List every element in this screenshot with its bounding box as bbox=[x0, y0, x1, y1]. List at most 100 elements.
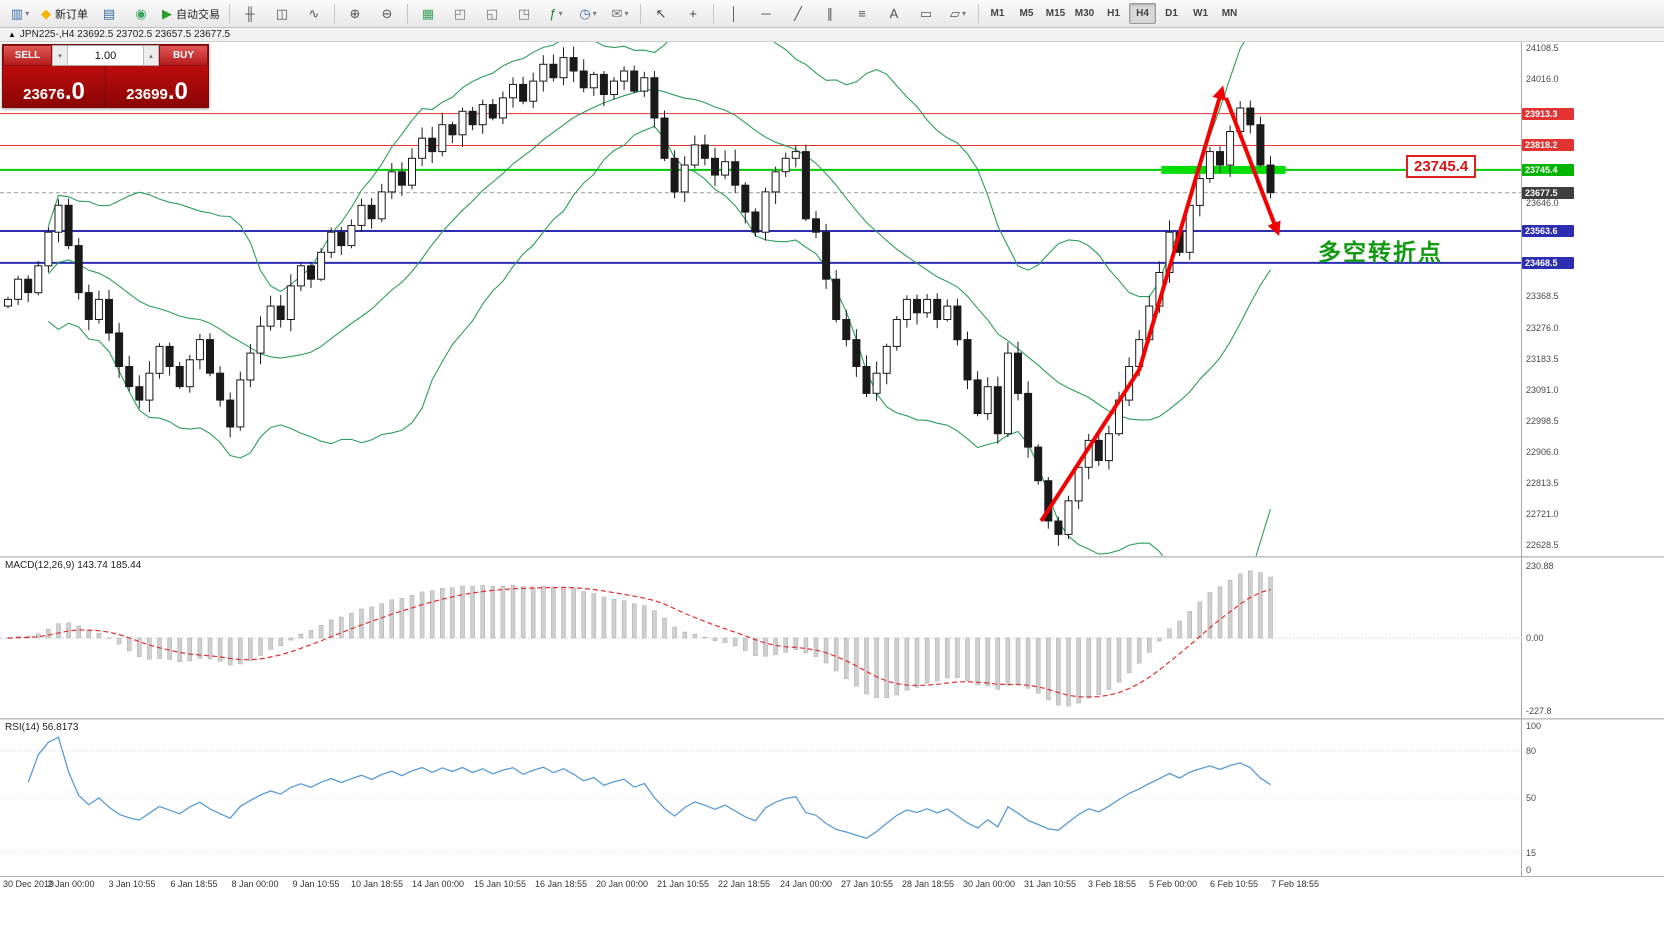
time-axis-label: 6 Feb 10:55 bbox=[1209, 879, 1259, 889]
dropdown-caret-icon: ▾ bbox=[592, 9, 597, 18]
line-chart-icon[interactable]: ∿ bbox=[299, 2, 329, 26]
channel-icon[interactable]: ∥ bbox=[815, 2, 845, 26]
buy-price[interactable]: 23699.0 bbox=[105, 66, 208, 107]
dropdown-caret-icon: ▾ bbox=[624, 9, 629, 18]
time-axis-label: 22 Jan 18:55 bbox=[717, 879, 771, 889]
buy-price-main: 23699 bbox=[126, 86, 168, 103]
price-axis-label: 22628.5 bbox=[1526, 540, 1559, 550]
macd-panel-separator[interactable] bbox=[0, 556, 1664, 558]
info-icon: ◉ bbox=[135, 6, 147, 21]
dropdown-caret-icon: ▾ bbox=[558, 9, 563, 18]
indicators-icon[interactable]: ƒ ▾ bbox=[541, 2, 571, 26]
time-axis-label: 15 Jan 10:55 bbox=[473, 879, 527, 889]
trendline-icon[interactable]: ╱ bbox=[783, 2, 813, 26]
volume-control: ▾ 1.00 ▴ bbox=[52, 45, 159, 66]
time-axis-label: 30 Jan 00:00 bbox=[962, 879, 1016, 889]
zoom-in-icon[interactable]: ⊕ bbox=[340, 2, 370, 26]
timeframe-H4-button[interactable]: H4 bbox=[1129, 3, 1156, 24]
info-icon[interactable]: ◉ bbox=[126, 2, 156, 26]
buy-button[interactable]: BUY bbox=[159, 45, 208, 66]
timeframe-M15-button[interactable]: M15 bbox=[1045, 8, 1066, 19]
crosshair-icon: + bbox=[689, 6, 697, 21]
timeframe-H1-button[interactable]: H1 bbox=[1107, 8, 1120, 19]
rsi-panel-separator[interactable] bbox=[0, 718, 1664, 720]
horizontal-line-icon: ─ bbox=[761, 6, 771, 21]
timeframe-M5-button[interactable]: M5 bbox=[1019, 8, 1034, 19]
trade-panel-prices: 23676.0 23699.0 bbox=[3, 66, 208, 107]
tile-windows-icon: ▦ bbox=[421, 6, 435, 21]
new-chart-icon: ▥ bbox=[10, 6, 24, 21]
price-axis-badge: 23913.3 bbox=[1522, 108, 1574, 120]
time-axis-label: 14 Jan 00:00 bbox=[411, 879, 465, 889]
price-axis-label: 24108.5 bbox=[1526, 43, 1559, 53]
rsi-scale-label: 0 bbox=[1526, 865, 1532, 875]
price-chart-canvas[interactable] bbox=[0, 42, 1522, 556]
new-chart-icon[interactable]: ▥ ▾ bbox=[5, 2, 35, 26]
timeframe-D1-button[interactable]: D1 bbox=[1165, 8, 1178, 19]
auto-trading-button[interactable]: ▶ 自动交易 bbox=[158, 2, 224, 26]
templates-icon[interactable]: ✉ ▾ bbox=[605, 2, 635, 26]
tile-horizontal-icon[interactable]: ◱ bbox=[477, 2, 507, 26]
cascade-windows-icon[interactable]: ◰ bbox=[445, 2, 475, 26]
time-axis-label: 2 Jan 00:00 bbox=[47, 879, 95, 889]
text-icon[interactable]: A bbox=[879, 2, 909, 26]
trade-panel-collapse-icon[interactable]: ▲ bbox=[8, 30, 16, 39]
price-axis-label: 22998.5 bbox=[1526, 416, 1559, 426]
vertical-line-icon[interactable]: │ bbox=[719, 2, 749, 26]
cursor-icon[interactable]: ↖ bbox=[646, 2, 676, 26]
cursor-icon: ↖ bbox=[655, 6, 667, 21]
time-axis-label: 10 Jan 18:55 bbox=[350, 879, 404, 889]
new-order-button-label: 新订单 bbox=[55, 8, 88, 21]
sell-price[interactable]: 23676.0 bbox=[3, 66, 105, 107]
horizontal-line-icon[interactable]: ─ bbox=[751, 2, 781, 26]
timeframe-M30-button[interactable]: M30 bbox=[1074, 8, 1095, 19]
new-order-button[interactable]: ◆ 新订单 bbox=[37, 2, 92, 26]
timeframe-M1-button[interactable]: M1 bbox=[990, 8, 1005, 19]
periods-icon: ◷ bbox=[579, 6, 591, 21]
label-icon[interactable]: ▭ bbox=[911, 2, 941, 26]
label-icon: ▭ bbox=[919, 6, 933, 21]
indicators-icon: ƒ bbox=[549, 6, 557, 21]
price-axis-label: 24016.0 bbox=[1526, 74, 1559, 84]
rsi-panel-canvas[interactable] bbox=[0, 720, 1522, 876]
time-axis-label: 3 Jan 10:55 bbox=[108, 879, 156, 889]
buy-price-frac: .0 bbox=[167, 78, 188, 105]
sell-price-frac: .0 bbox=[64, 78, 85, 105]
turning-point-annotation: 多空转折点 bbox=[1318, 239, 1443, 266]
volume-decrease-button[interactable]: ▾ bbox=[52, 46, 68, 65]
shapes-icon[interactable]: ▱ ▾ bbox=[943, 2, 973, 26]
price-axis-badge: 23468.5 bbox=[1522, 257, 1574, 269]
timeframe-W1-button[interactable]: W1 bbox=[1193, 8, 1208, 19]
trade-panel-controls: SELL ▾ 1.00 ▴ BUY bbox=[3, 45, 208, 66]
time-axis-label: 7 Feb 18:55 bbox=[1270, 879, 1320, 889]
tile-windows-icon[interactable]: ▦ bbox=[413, 2, 443, 26]
sell-button[interactable]: SELL bbox=[3, 45, 52, 66]
price-axis-label: 22721.0 bbox=[1526, 509, 1559, 519]
time-axis-label: 28 Jan 18:55 bbox=[901, 879, 955, 889]
toolbar-separator bbox=[407, 3, 408, 24]
profiles-icon: ▤ bbox=[102, 6, 116, 21]
profiles-icon[interactable]: ▤ bbox=[94, 2, 124, 26]
toolbar-separator bbox=[334, 3, 335, 24]
volume-increase-button[interactable]: ▴ bbox=[143, 46, 159, 65]
macd-scale-min: -227.8 bbox=[1526, 706, 1552, 716]
rsi-scale-label: 15 bbox=[1526, 848, 1537, 858]
macd-panel-canvas[interactable] bbox=[0, 558, 1522, 718]
price-axis-label: 22813.5 bbox=[1526, 478, 1559, 488]
bar-chart-icon[interactable]: ╫ bbox=[235, 2, 265, 26]
time-axis-label: 24 Jan 00:00 bbox=[779, 879, 833, 889]
chart-tab-title[interactable]: JPN225-,H4 23692.5 23702.5 23657.5 23677… bbox=[19, 29, 231, 40]
bar-chart-icon: ╫ bbox=[245, 6, 255, 21]
time-axis-label: 30 Dec 2019 bbox=[3, 879, 55, 889]
fibonacci-icon[interactable]: ≡ bbox=[847, 2, 877, 26]
channel-icon: ∥ bbox=[826, 6, 834, 21]
crosshair-icon[interactable]: + bbox=[678, 2, 708, 26]
tile-vertical-icon[interactable]: ◳ bbox=[509, 2, 539, 26]
timeframe-MN-button[interactable]: MN bbox=[1221, 8, 1238, 19]
zoom-out-icon[interactable]: ⊖ bbox=[372, 2, 402, 26]
new-order-button: ◆ bbox=[41, 6, 51, 21]
volume-input[interactable]: 1.00 bbox=[94, 49, 117, 62]
candlestick-chart-icon[interactable]: ◫ bbox=[267, 2, 297, 26]
periods-icon[interactable]: ◷ ▾ bbox=[573, 2, 603, 26]
